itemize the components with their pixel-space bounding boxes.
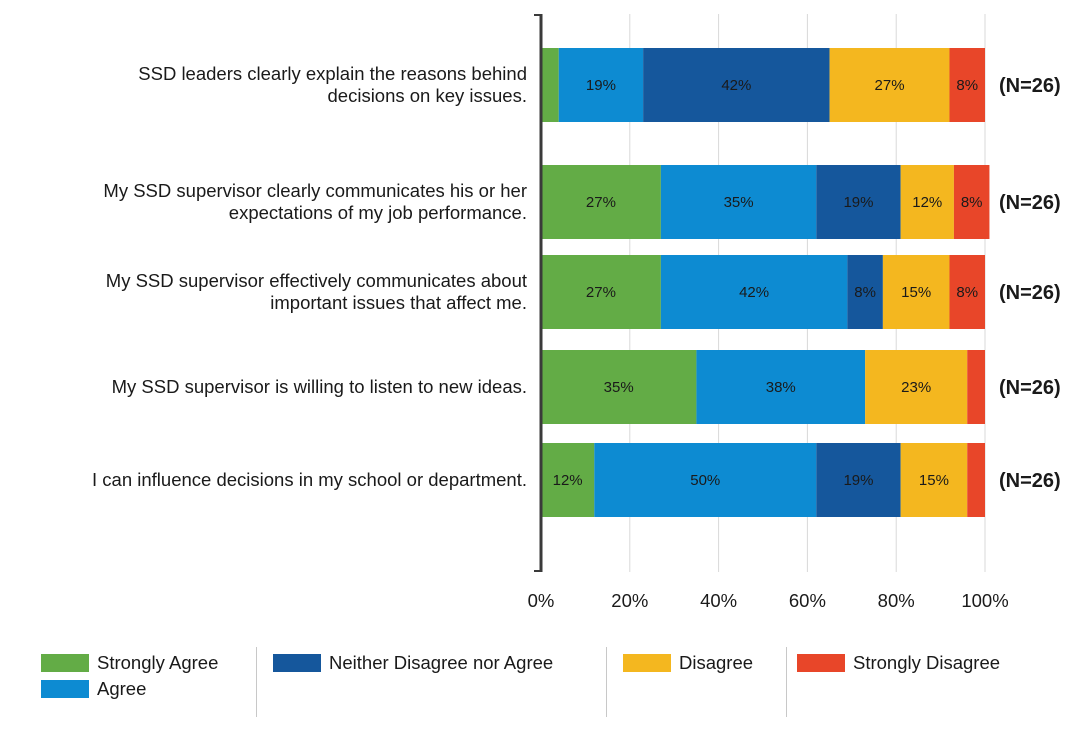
x-tick-label: 40%: [700, 590, 737, 611]
bar-segment: [967, 443, 985, 517]
bar-segment: [660, 165, 817, 239]
x-tick-label: 60%: [789, 590, 826, 611]
data-label: 35%: [724, 194, 754, 211]
data-label: 23%: [901, 379, 931, 396]
data-label: 8%: [961, 194, 983, 211]
legend: Strongly Agree Agree Neither Disagree no…: [25, 647, 1045, 717]
legend-column: Strongly Agree Agree: [25, 647, 257, 717]
bar-segment: [953, 165, 990, 239]
bar-segment: [882, 255, 950, 329]
bar-segment: [541, 443, 595, 517]
bar-segment: [949, 255, 985, 329]
legend-label: Strongly Agree: [97, 652, 219, 673]
bar-segment: [900, 443, 968, 517]
legend-column: Neither Disagree nor Agree: [257, 647, 607, 717]
data-label: 35%: [604, 379, 634, 396]
data-label: 12%: [553, 472, 583, 489]
bar-segment: [541, 350, 697, 424]
legend-item-agree: Agree: [41, 678, 146, 700]
legend-label: Strongly Disagree: [853, 652, 1001, 673]
bar-segment: [847, 255, 883, 329]
bar-segment: [541, 255, 661, 329]
data-label: 15%: [919, 472, 949, 489]
data-label: 42%: [739, 284, 769, 301]
data-label: 8%: [956, 284, 978, 301]
x-tick-label: 0%: [528, 590, 555, 611]
data-label: 8%: [854, 284, 876, 301]
bar-segment: [900, 165, 954, 239]
legend-swatch: [623, 654, 671, 672]
data-label: 19%: [843, 194, 873, 211]
category-label: My SSD supervisor is willing to listen t…: [112, 376, 527, 397]
legend-item-strongly-disagree: Strongly Disagree: [797, 652, 1000, 674]
legend-label: Neither Disagree nor Agree: [329, 652, 554, 673]
labels: 0% 20% 40% 60% 80% 100% 19% 42% 27% 8% SSD leaders…: [92, 63, 1061, 611]
category-label: I can influence decisions in my school o…: [92, 469, 527, 490]
bar-segment: [949, 48, 985, 122]
category-label: SSD leaders clearly explain the reasons …: [138, 63, 527, 106]
bar-segment: [558, 48, 644, 122]
data-label: 27%: [586, 284, 616, 301]
y-axis: [534, 14, 543, 572]
n-label: (N=26): [999, 282, 1061, 304]
n-label: (N=26): [999, 377, 1061, 399]
legend-swatch: [41, 680, 89, 698]
legend-item-disagree: Disagree: [623, 652, 753, 674]
data-label: 42%: [721, 77, 751, 94]
bar-segment: [660, 255, 848, 329]
n-label: (N=26): [999, 192, 1061, 214]
data-label: 27%: [586, 194, 616, 211]
bar-segment: [816, 165, 901, 239]
stacked-bar-chart: 0% 20% 40% 60% 80% 100% 19% 42% 27% 8% SSD leaders…: [92, 14, 1061, 611]
legend-swatch: [797, 654, 845, 672]
data-label: 38%: [766, 379, 796, 396]
data-label: 19%: [586, 77, 616, 94]
category-label: My SSD supervisor clearly communicates h…: [103, 180, 527, 223]
bar-segment: [643, 48, 830, 122]
bar-segment: [967, 350, 985, 424]
n-label: (N=26): [999, 75, 1061, 97]
bars: [541, 48, 990, 517]
data-label: 50%: [690, 472, 720, 489]
x-tick-label: 20%: [611, 590, 648, 611]
data-label: 15%: [901, 284, 931, 301]
data-label: 12%: [912, 194, 942, 211]
data-label: 19%: [843, 472, 873, 489]
legend-column: Disagree: [607, 647, 787, 717]
legend-swatch: [41, 654, 89, 672]
bar-segment: [594, 443, 817, 517]
bar-segment: [541, 165, 661, 239]
data-label: 27%: [875, 77, 905, 94]
legend-label: Agree: [97, 678, 147, 699]
x-tick-label: 100%: [961, 590, 1008, 611]
legend-item-strongly-agree: Strongly Agree: [41, 652, 218, 674]
bar-segment: [865, 350, 968, 424]
legend-swatch: [273, 654, 321, 672]
bar-segment: [696, 350, 866, 424]
legend-label: Disagree: [679, 652, 754, 673]
bar-segment: [816, 443, 901, 517]
data-label: 8%: [956, 77, 978, 94]
x-tick-label: 80%: [878, 590, 915, 611]
n-label: (N=26): [999, 470, 1061, 492]
legend-item-neither: Neither Disagree nor Agree: [273, 652, 553, 674]
bar-segment: [829, 48, 950, 122]
legend-column: Strongly Disagree: [787, 647, 1045, 717]
bar-segment: [541, 48, 559, 122]
category-label: My SSD supervisor effectively communicat…: [106, 270, 527, 313]
